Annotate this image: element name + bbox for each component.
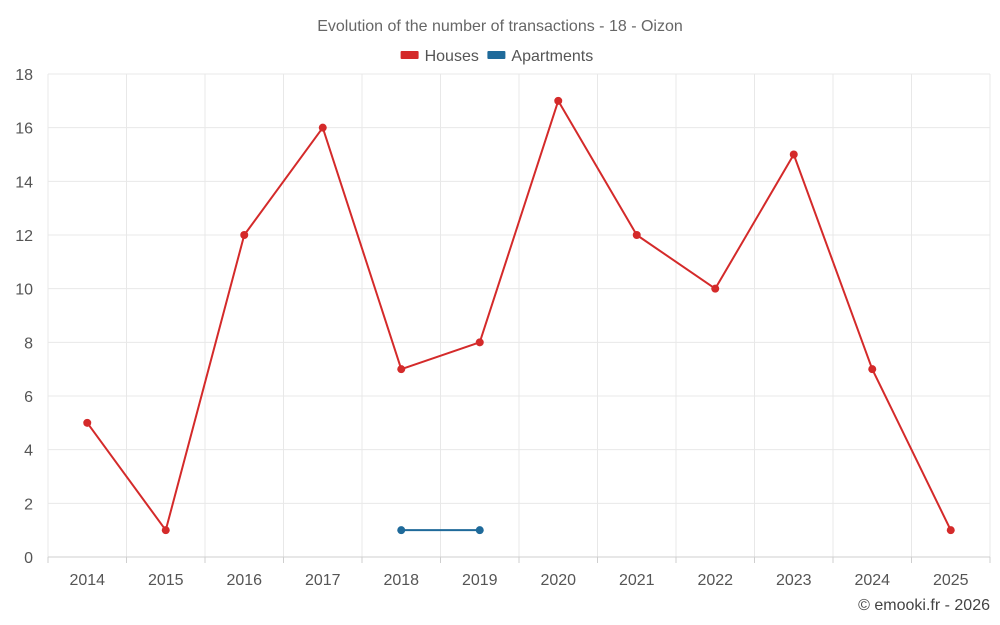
x-tick-label: 2025 [933,572,969,589]
data-point-houses [711,284,720,293]
data-point-apartments [475,526,484,535]
chart-title: Evolution of the number of transactions … [317,18,683,35]
legend-label-houses: Houses [425,48,479,65]
legend: Houses Apartments [400,48,593,65]
data-point-houses [397,365,406,374]
x-tick-label: 2023 [776,572,812,589]
legend-swatch-apartments [487,51,506,59]
x-tick-label: 2014 [69,572,105,589]
x-tick-label: 2021 [619,572,655,589]
y-tick-label: 18 [15,67,33,84]
legend-label-apartments: Apartments [511,48,593,65]
y-tick-label: 14 [15,174,33,191]
data-point-houses [946,526,955,535]
data-point-apartments [397,526,406,535]
data-point-houses [789,150,798,159]
credit-text: © emooki.fr - 2026 [858,597,990,614]
data-point-houses [240,231,249,239]
y-tick-label: 10 [15,282,33,299]
x-tick-label: 2016 [226,572,262,589]
series-line-houses [86,99,952,532]
legend-item-houses: Houses [400,48,479,65]
x-tick-label: 2018 [383,572,419,589]
series-apartments [397,526,484,535]
legend-item-apartments: Apartments [487,48,593,65]
x-tick-label: 2015 [148,572,184,589]
x-tick-label: 2022 [697,572,733,589]
x-tick-label: 2019 [462,572,498,589]
data-point-houses [475,338,484,347]
series-group [83,96,955,535]
data-point-houses [868,365,877,374]
y-tick-label: 16 [15,121,33,138]
y-axis-ticks: 0 2 4 6 8 10 12 14 16 18 [15,67,33,567]
x-tick-label: 2020 [540,572,576,589]
y-tick-label: 12 [15,228,33,245]
x-tick-label: 2024 [854,572,890,589]
axes [47,556,991,563]
x-axis-ticks: 2014 2015 2016 2017 2018 2019 2020 2021 2022 2023… [69,572,968,589]
data-point-houses [161,526,170,535]
data-point-houses [632,231,641,239]
y-tick-label: 8 [24,335,33,352]
y-tick-label: 0 [24,550,33,567]
data-point-houses [83,418,92,427]
x-tick-label: 2017 [305,572,341,589]
data-point-houses [318,123,327,132]
y-tick-label: 2 [24,496,33,513]
data-point-houses [554,96,563,105]
y-tick-label: 4 [24,443,33,460]
series-houses [83,96,955,535]
legend-swatch-houses [400,51,419,59]
y-tick-label: 6 [24,389,33,406]
grid [47,73,991,557]
